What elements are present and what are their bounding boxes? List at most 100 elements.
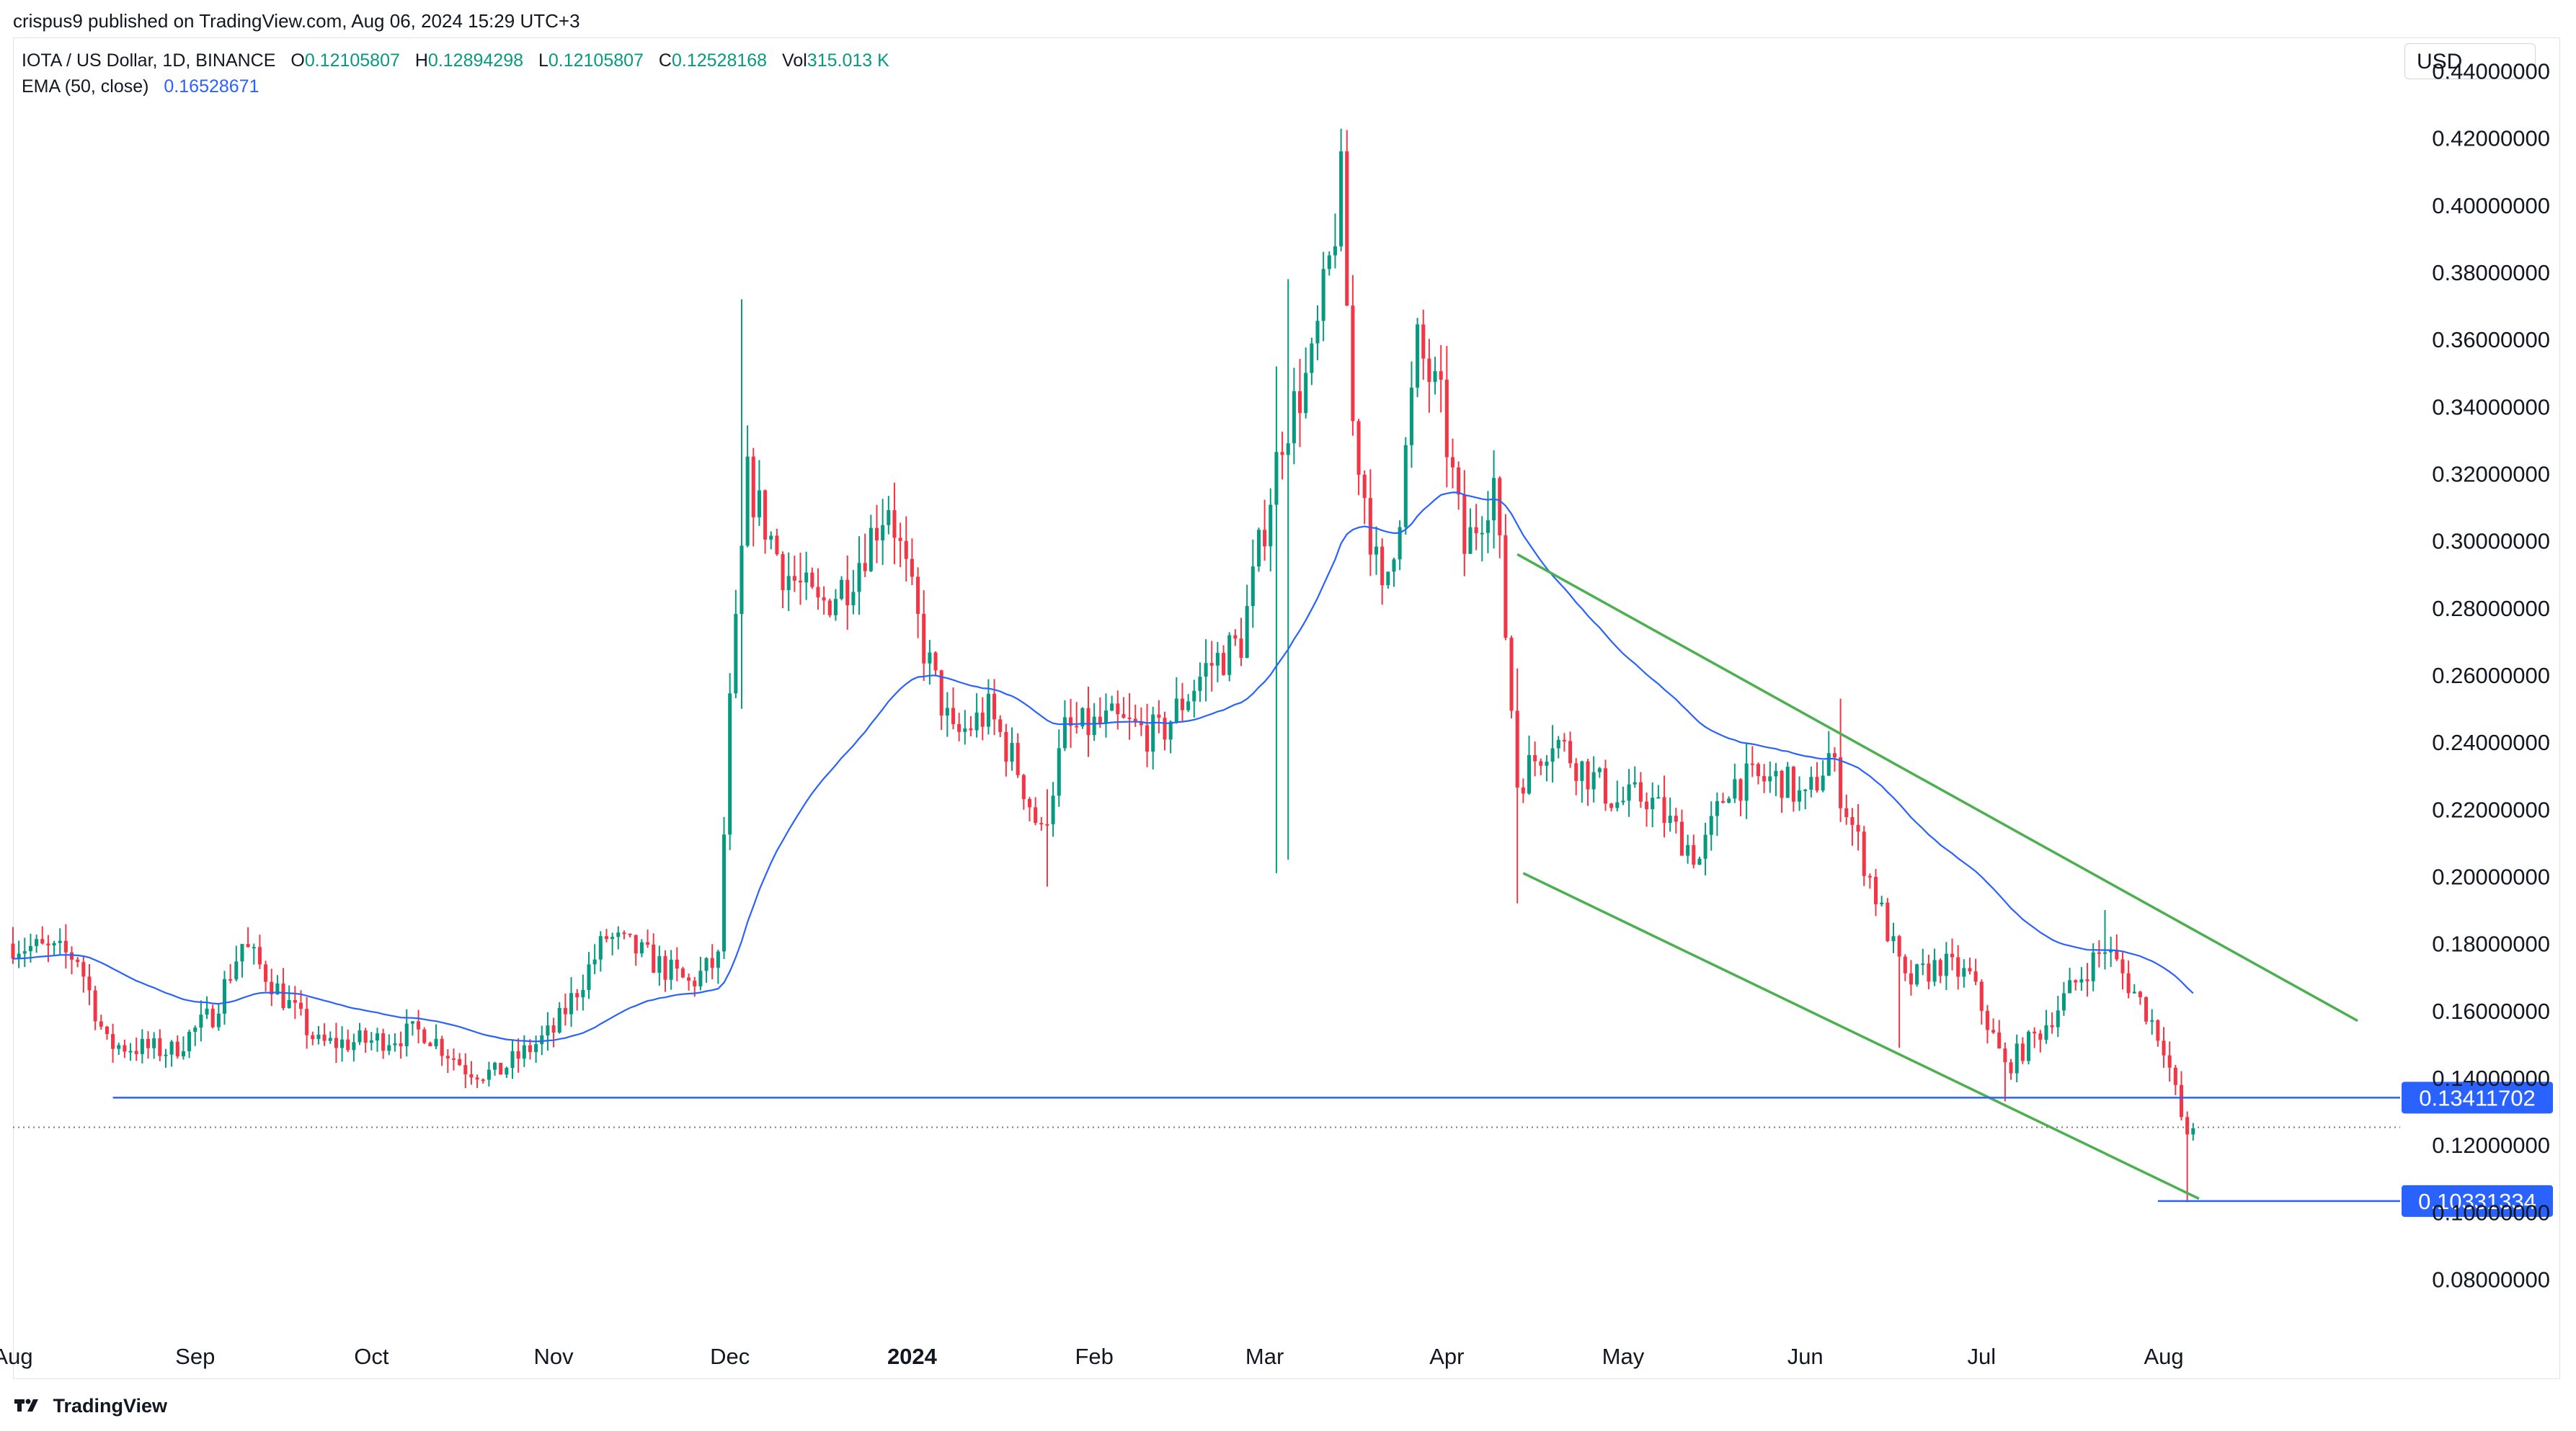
candle-body — [1504, 535, 1508, 638]
candle-body — [1780, 770, 1784, 798]
candle-body — [1697, 858, 1702, 865]
candle-body — [1586, 761, 1590, 790]
candle-body — [146, 1038, 151, 1048]
candle-body — [587, 964, 591, 990]
candle-body — [481, 1079, 485, 1082]
candle-body — [1439, 371, 1443, 380]
candle-body — [293, 999, 297, 1003]
y-tick-label: 0.20000000 — [2432, 864, 2550, 889]
candle-body — [740, 545, 744, 615]
candle-body — [534, 1044, 538, 1053]
candle-body — [786, 576, 791, 590]
tradingview-logo-icon — [13, 1396, 43, 1418]
candle-body — [2009, 1062, 2013, 1074]
candle-body — [11, 943, 15, 959]
candle-body — [563, 1007, 567, 1015]
candle-body — [969, 728, 973, 731]
candle-body — [1186, 701, 1191, 710]
candle-body — [2173, 1067, 2177, 1085]
candle-body — [1603, 768, 1608, 804]
candle-body — [404, 1023, 409, 1047]
candle-body — [134, 1051, 138, 1054]
candle-body — [1485, 520, 1490, 533]
channel-trendline[interactable] — [1516, 553, 2358, 1022]
x-tick-label: Feb — [1075, 1344, 1113, 1369]
candle-body — [1727, 798, 1731, 803]
candle-body — [1080, 708, 1085, 727]
candle-body — [1145, 725, 1150, 752]
candle-body — [1950, 953, 1955, 958]
candle-body — [540, 1035, 544, 1045]
candle-body — [199, 1015, 203, 1028]
candle-body — [1979, 981, 1984, 1011]
candle-body — [1774, 770, 1778, 777]
symbol-title[interactable]: IOTA / US Dollar, 1D, BINANCE — [22, 50, 276, 71]
candle-body — [2050, 1025, 2054, 1027]
candle-body — [634, 935, 638, 954]
candle-body — [1292, 391, 1296, 444]
x-tick-label: Jul — [1967, 1344, 1996, 1369]
candle-body — [298, 1002, 303, 1009]
candle-body — [1139, 721, 1143, 726]
candle-body — [610, 937, 615, 940]
candle-body — [175, 1041, 179, 1057]
candle-body — [1103, 710, 1109, 723]
candle-body — [1310, 343, 1314, 373]
candle-body — [775, 535, 779, 555]
candle-body — [1768, 776, 1772, 782]
candle-body — [164, 1054, 168, 1056]
candle-body — [22, 951, 27, 954]
x-tick-label: Aug — [2144, 1344, 2183, 1369]
candle-body — [1263, 530, 1267, 547]
candle-body — [910, 558, 914, 577]
candle-body — [945, 708, 949, 716]
candle-body — [1686, 844, 1690, 856]
ema-value: 0.16528671 — [164, 76, 259, 97]
ema-line[interactable] — [12, 491, 2194, 1043]
candle-body — [710, 958, 714, 968]
candle-body — [2144, 997, 2149, 1022]
candle-body — [998, 719, 1003, 732]
candle-body — [1333, 246, 1337, 256]
candle-body — [1092, 716, 1096, 736]
candle-body — [963, 728, 967, 732]
candle-body — [1133, 718, 1137, 722]
candle-body — [28, 945, 32, 952]
price-level-badge — [2402, 1185, 2553, 1217]
x-tick-label: Apr — [1429, 1344, 1464, 1369]
candle-body — [1709, 816, 1713, 835]
candle-body — [1286, 443, 1290, 455]
y-tick-label: 0.08000000 — [2432, 1267, 2550, 1292]
candle-body — [316, 1034, 321, 1040]
candle-body — [352, 1042, 356, 1051]
candle-body — [892, 510, 897, 538]
ema-label[interactable]: EMA (50, close) — [22, 76, 149, 97]
candle-body — [581, 989, 585, 998]
candle-body — [1580, 761, 1584, 781]
y-tick-label: 0.14000000 — [2432, 1066, 2550, 1091]
candle-body — [1815, 777, 1819, 791]
candle-body — [1345, 151, 1349, 306]
candle-body — [704, 958, 709, 971]
candle-body — [1744, 763, 1749, 801]
candle-body — [816, 587, 820, 598]
candle-body — [1997, 1032, 2002, 1049]
currency-button[interactable]: USD — [2404, 43, 2536, 79]
candle-body — [1297, 391, 1302, 414]
y-tick-label: 0.16000000 — [2432, 999, 2550, 1024]
candle-body — [252, 947, 256, 949]
chart-legend: IOTA / US Dollar, 1D, BINANCE O0.1210580… — [22, 48, 889, 99]
x-tick-label: Mar — [1245, 1344, 1284, 1369]
candle-body — [857, 563, 861, 592]
candle-body — [181, 1051, 185, 1057]
channel-trendline[interactable] — [1522, 872, 2200, 1200]
candle-body — [916, 576, 920, 614]
tradingview-brand-text: TradingView — [53, 1395, 168, 1417]
y-tick-label: 0.32000000 — [2432, 462, 2550, 487]
candle-body — [1233, 635, 1238, 639]
y-tick-label: 0.22000000 — [2432, 797, 2550, 822]
candle-body — [1791, 767, 1795, 802]
candle-body — [393, 1043, 397, 1046]
candle-body — [1457, 467, 1461, 495]
